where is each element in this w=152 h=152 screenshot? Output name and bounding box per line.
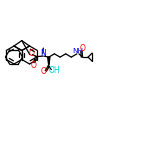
Text: O: O	[28, 49, 34, 58]
Text: N: N	[40, 49, 46, 58]
Text: O: O	[79, 44, 85, 53]
Polygon shape	[48, 57, 50, 65]
Text: O: O	[30, 61, 36, 70]
Text: O: O	[40, 67, 46, 76]
Text: NH: NH	[72, 48, 83, 54]
Text: OH: OH	[49, 66, 61, 75]
